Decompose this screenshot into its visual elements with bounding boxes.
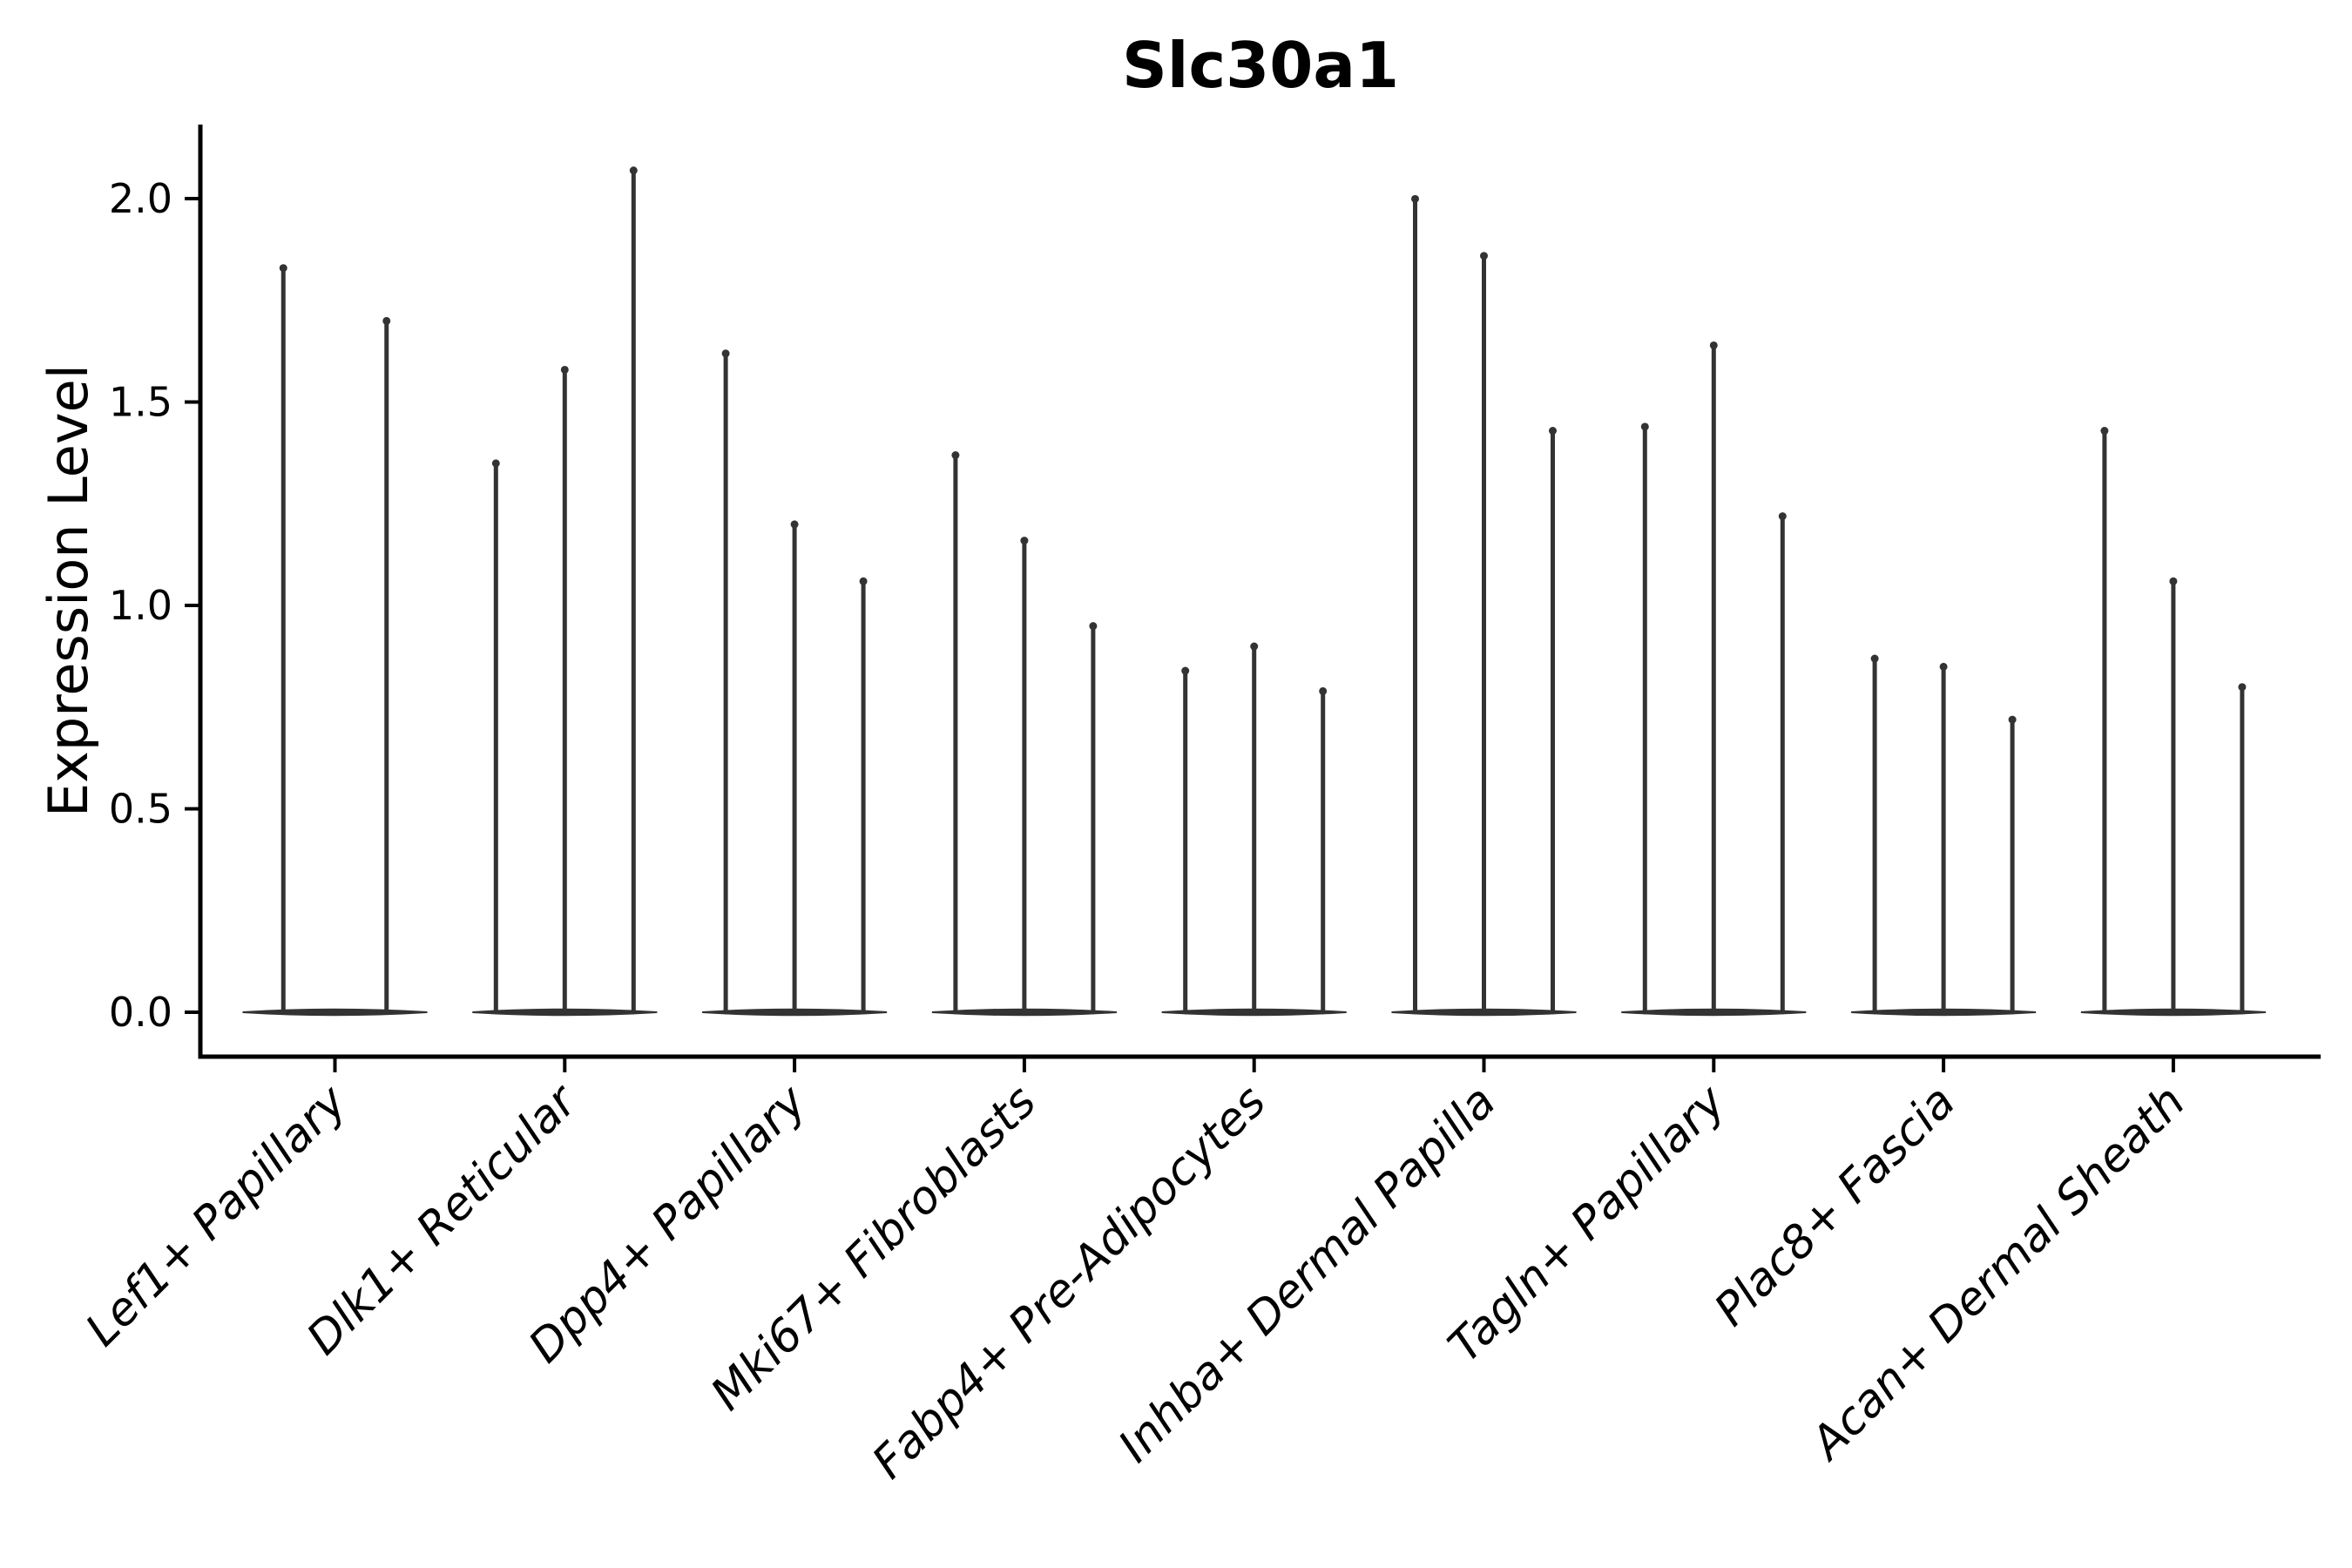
- violin-spike-tip: [1181, 666, 1190, 675]
- violin-spike-tip: [629, 166, 638, 175]
- violin-spike-tip: [1089, 622, 1098, 631]
- violin-spike-tip: [1939, 662, 1948, 671]
- y-axis-label: Expression Level: [37, 364, 100, 817]
- y-tick-label: 0.0: [109, 989, 172, 1036]
- x-tick-label: Plac8+ Fascia: [1705, 1076, 1965, 1336]
- violin-spike-tip: [951, 451, 960, 460]
- violin-spike-tip: [721, 349, 730, 358]
- violin-group: [702, 349, 888, 1017]
- violin-spike-tip: [560, 365, 569, 374]
- y-tick-label: 0.5: [109, 786, 172, 833]
- violin-spike-tip: [279, 264, 287, 273]
- violin-group: [472, 166, 658, 1017]
- violin-spike-tip: [1709, 341, 1718, 349]
- violin-spike-tip: [2008, 715, 2017, 724]
- y-tick-label: 1.5: [109, 379, 172, 426]
- violin-spike-tip: [2100, 427, 2109, 436]
- violin-group: [1621, 341, 1807, 1017]
- violin-group: [242, 264, 428, 1017]
- violin-spike-tip: [491, 459, 500, 468]
- violin-group: [1851, 654, 2037, 1017]
- violin-group: [1391, 194, 1577, 1017]
- x-tick-label: Inhba+ Dermal Papilla: [1109, 1076, 1506, 1473]
- violin-spike-tip: [859, 577, 868, 585]
- violin-base: [242, 1008, 428, 1017]
- x-tick-label: Acan+ Dermal Sheath: [1800, 1076, 2195, 1471]
- violin-spike-tip: [382, 316, 391, 325]
- violin-group: [931, 451, 1117, 1017]
- violin-spike-tip: [1640, 422, 1649, 431]
- violin-group: [1161, 642, 1347, 1017]
- x-tick-label: Fabp4+ Pre-Adipocytes: [862, 1076, 1276, 1490]
- axes-layer: [185, 125, 2321, 1072]
- violin-spike-tip: [1411, 194, 1419, 203]
- violin-spike-tip: [2169, 577, 2178, 585]
- y-tick-label: 1.0: [109, 582, 172, 629]
- violin-spike-tip: [1549, 427, 1557, 436]
- violins-layer: [242, 166, 2266, 1017]
- violin-spike-tip: [1480, 252, 1488, 260]
- violin-spike-tip: [2238, 683, 2247, 692]
- violin-group: [2080, 427, 2266, 1017]
- chart-title: Slc30a1: [1122, 29, 1399, 102]
- violin-spike-tip: [790, 520, 799, 529]
- violin-spike-tip: [1250, 642, 1259, 651]
- violin-spike-tip: [1020, 537, 1029, 545]
- violin-spike-tip: [1778, 512, 1787, 521]
- violin-spike-tip: [1319, 686, 1328, 695]
- y-tick-label: 2.0: [109, 175, 172, 222]
- violin-spike-tip: [1870, 654, 1879, 663]
